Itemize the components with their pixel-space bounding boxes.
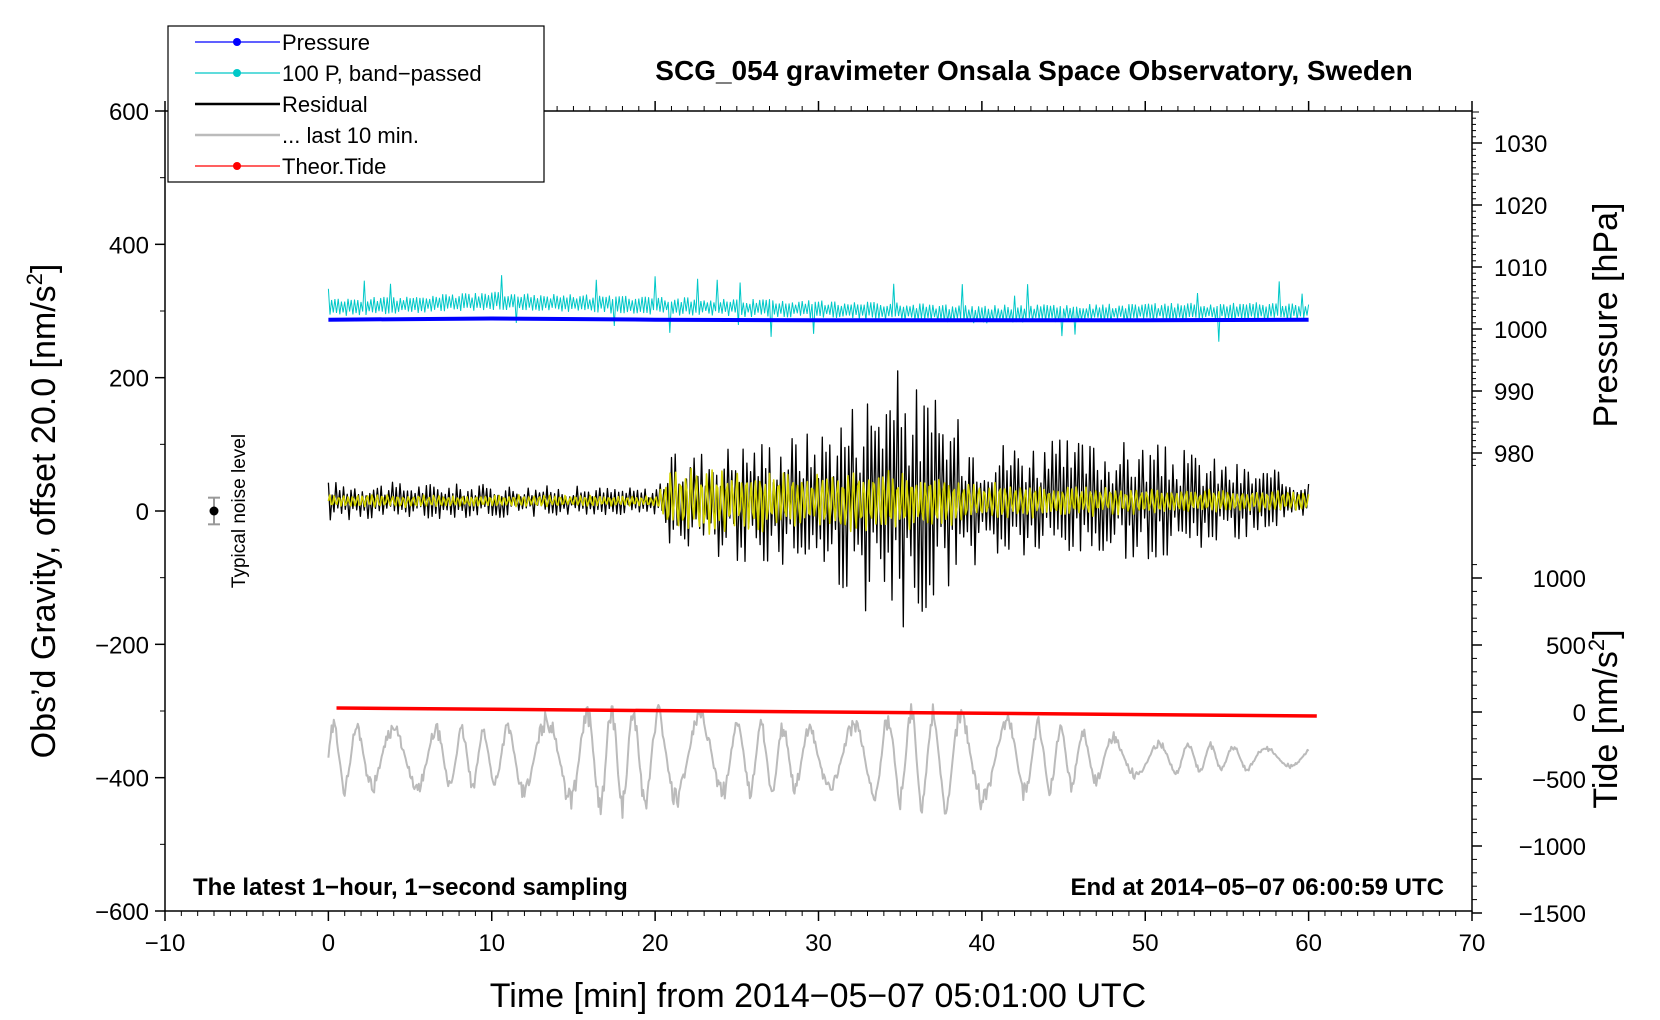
y-axis-label-tide-main: Tide [nm/s <box>1587 651 1625 808</box>
x-tick-label: 70 <box>1459 930 1486 957</box>
y-axis-label-tide: Tide [nm/s2] <box>1584 629 1625 808</box>
legend-swatch-marker <box>233 38 241 46</box>
tide-tick-label: −1500 <box>1519 901 1586 928</box>
tide-tick-label: 1000 <box>1533 566 1586 593</box>
pressure-tick-label: 980 <box>1494 441 1534 468</box>
noise-point <box>209 506 219 516</box>
x-tick-label: 50 <box>1132 930 1159 957</box>
tide-tick-label: 0 <box>1573 700 1586 727</box>
x-tick-label: 60 <box>1295 930 1322 957</box>
legend-label: ... last 10 min. <box>282 123 419 148</box>
x-axis-label: Time [min] from 2014−05−07 05:01:00 UTC <box>490 977 1146 1015</box>
y-tick-label: 400 <box>109 232 149 259</box>
legend-label: 100 P, band−passed <box>282 61 482 86</box>
y-axis-label-tide-sup: 2 <box>1584 639 1609 651</box>
pressure-tick-label: 1030 <box>1494 131 1547 158</box>
y-axis-label-left: Obs’d Gravity, offset 20.0 [nm/s2] <box>22 264 63 759</box>
x-tick-label: −10 <box>145 930 186 957</box>
series-layer <box>327 275 1317 819</box>
legend-swatch-marker <box>233 69 241 77</box>
x-tick-label: 40 <box>969 930 996 957</box>
y-tick-label: −400 <box>95 766 149 793</box>
tide-tick-label: −1000 <box>1519 834 1586 861</box>
x-tick-label: 10 <box>478 930 505 957</box>
pressure-tick-label: 1020 <box>1494 193 1547 220</box>
y-axis-label-left-end: ] <box>25 264 63 273</box>
pressure-tick-label: 1010 <box>1494 255 1547 282</box>
y-axis-label-left-sup: 2 <box>22 273 47 285</box>
theoretical-tide-line <box>336 706 1317 718</box>
y-tick-label: 0 <box>136 499 149 526</box>
pressure-tick-label: 1000 <box>1494 317 1547 344</box>
y-tick-label: −200 <box>95 632 149 659</box>
last-10-min-line <box>327 703 1310 819</box>
legend: Pressure 100 P, band−passed Residual ... la… <box>167 25 545 183</box>
y-tick-label: −600 <box>95 899 149 926</box>
bandpassed-residual-line <box>327 467 1310 535</box>
legend-label: Pressure <box>282 30 370 55</box>
y-tick-label: 200 <box>109 366 149 393</box>
label-layer: −10 0 10 20 30 40 50 60 706004002000−200−400−600… <box>95 99 1586 957</box>
y-axis-label-tide-end: ] <box>1587 629 1625 638</box>
x-tick-label: 20 <box>642 930 669 957</box>
noise-level-marker <box>208 496 221 526</box>
pressure-line <box>328 316 1309 323</box>
annotation-latest-hour: The latest 1−hour, 1−second sampling <box>193 874 628 901</box>
legend-label: Residual <box>282 92 368 117</box>
tide-tick-label: −500 <box>1532 767 1586 794</box>
noise-level-label: Typical noise level <box>229 434 250 588</box>
pressure-tick-label: 990 <box>1494 379 1534 406</box>
y-tick-label: 600 <box>109 99 149 126</box>
y-axis-label-left-main: Obs’d Gravity, offset 20.0 [nm/s <box>25 285 63 758</box>
legend-label: Theor.Tide <box>282 154 386 179</box>
chart-title: SCG_054 gravimeter Onsala Space Observat… <box>655 55 1412 86</box>
x-tick-label: 0 <box>322 930 335 957</box>
legend-swatch-marker <box>233 162 241 170</box>
tide-tick-label: 500 <box>1546 633 1586 660</box>
pressure-bandpassed-line <box>327 275 1310 342</box>
x-tick-label: 30 <box>805 930 832 957</box>
y-axis-label-pressure: Pressure [hPa] <box>1587 203 1625 428</box>
annotation-end-time: End at 2014−05−07 06:00:59 UTC <box>1070 874 1444 901</box>
